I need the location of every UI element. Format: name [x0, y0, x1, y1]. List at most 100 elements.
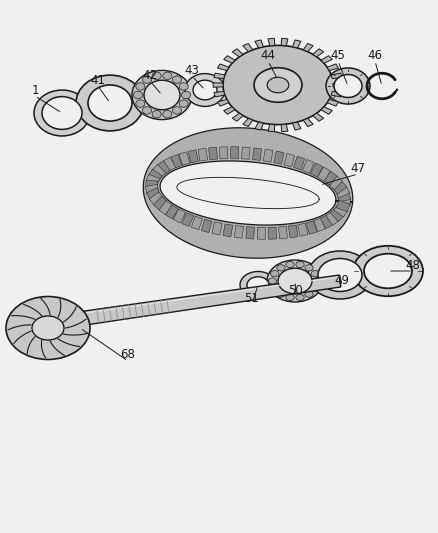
Polygon shape — [326, 100, 338, 106]
Ellipse shape — [6, 296, 90, 359]
Polygon shape — [153, 196, 167, 210]
Ellipse shape — [254, 68, 301, 102]
Polygon shape — [273, 151, 283, 164]
Polygon shape — [337, 192, 350, 202]
Text: 46: 46 — [367, 49, 381, 61]
Ellipse shape — [135, 83, 145, 90]
Polygon shape — [254, 122, 263, 130]
Ellipse shape — [307, 251, 371, 299]
Ellipse shape — [295, 261, 304, 268]
Polygon shape — [84, 275, 340, 325]
Polygon shape — [326, 64, 338, 70]
Ellipse shape — [181, 91, 190, 99]
Polygon shape — [257, 228, 265, 239]
Polygon shape — [232, 113, 243, 121]
Ellipse shape — [285, 261, 293, 268]
Polygon shape — [145, 184, 158, 194]
Ellipse shape — [270, 285, 278, 292]
Polygon shape — [313, 218, 325, 232]
Polygon shape — [332, 83, 342, 87]
Polygon shape — [201, 219, 212, 232]
Polygon shape — [283, 154, 294, 167]
Polygon shape — [320, 215, 332, 229]
Ellipse shape — [363, 254, 411, 288]
Polygon shape — [263, 149, 272, 162]
Ellipse shape — [152, 72, 161, 79]
Ellipse shape — [270, 271, 278, 277]
Polygon shape — [232, 49, 243, 57]
Text: 68: 68 — [120, 349, 135, 361]
Polygon shape — [333, 204, 347, 217]
Polygon shape — [336, 200, 349, 212]
Polygon shape — [242, 118, 252, 126]
Ellipse shape — [325, 68, 369, 104]
Ellipse shape — [304, 265, 312, 271]
Ellipse shape — [304, 291, 312, 297]
Ellipse shape — [285, 294, 293, 301]
Polygon shape — [152, 165, 165, 179]
Ellipse shape — [162, 72, 172, 79]
Polygon shape — [335, 186, 349, 198]
Polygon shape — [312, 49, 323, 57]
Polygon shape — [337, 197, 350, 206]
Ellipse shape — [162, 110, 172, 118]
Polygon shape — [268, 227, 276, 239]
Ellipse shape — [184, 74, 225, 107]
Polygon shape — [325, 211, 338, 225]
Polygon shape — [191, 216, 202, 230]
Ellipse shape — [88, 85, 132, 121]
Polygon shape — [148, 169, 162, 182]
Text: 50: 50 — [288, 284, 303, 296]
Polygon shape — [303, 118, 312, 126]
Polygon shape — [320, 56, 332, 63]
Text: 51: 51 — [244, 292, 259, 304]
Text: 45: 45 — [330, 49, 345, 61]
Ellipse shape — [142, 107, 151, 114]
Polygon shape — [241, 147, 250, 159]
Polygon shape — [230, 147, 238, 159]
Polygon shape — [328, 176, 342, 190]
Polygon shape — [303, 44, 312, 52]
Polygon shape — [305, 221, 316, 234]
Ellipse shape — [135, 100, 145, 107]
Polygon shape — [170, 154, 182, 168]
Polygon shape — [252, 148, 261, 160]
Polygon shape — [292, 40, 300, 48]
Ellipse shape — [133, 91, 142, 99]
Text: 44: 44 — [260, 49, 275, 61]
Polygon shape — [149, 192, 163, 205]
Polygon shape — [163, 157, 175, 171]
Polygon shape — [292, 122, 300, 130]
Ellipse shape — [247, 277, 268, 293]
Polygon shape — [330, 207, 343, 221]
Ellipse shape — [268, 278, 276, 284]
Polygon shape — [302, 159, 313, 173]
Polygon shape — [268, 124, 274, 132]
Ellipse shape — [144, 80, 180, 110]
Polygon shape — [288, 225, 297, 238]
Polygon shape — [330, 73, 341, 78]
Polygon shape — [145, 180, 158, 189]
Ellipse shape — [277, 268, 311, 294]
Polygon shape — [310, 163, 322, 177]
Polygon shape — [146, 188, 160, 200]
Ellipse shape — [172, 76, 181, 83]
Polygon shape — [165, 205, 178, 219]
Polygon shape — [223, 107, 234, 114]
Ellipse shape — [32, 316, 64, 340]
Polygon shape — [143, 128, 352, 258]
Polygon shape — [157, 160, 170, 175]
Polygon shape — [297, 223, 307, 236]
Polygon shape — [208, 147, 217, 160]
Polygon shape — [317, 167, 329, 181]
Polygon shape — [173, 209, 185, 223]
Ellipse shape — [295, 294, 304, 301]
Ellipse shape — [266, 260, 322, 302]
Ellipse shape — [179, 100, 188, 107]
Polygon shape — [254, 40, 263, 48]
Ellipse shape — [172, 107, 181, 114]
Polygon shape — [332, 181, 346, 194]
Ellipse shape — [333, 75, 361, 98]
Polygon shape — [245, 227, 254, 239]
Polygon shape — [181, 213, 193, 227]
